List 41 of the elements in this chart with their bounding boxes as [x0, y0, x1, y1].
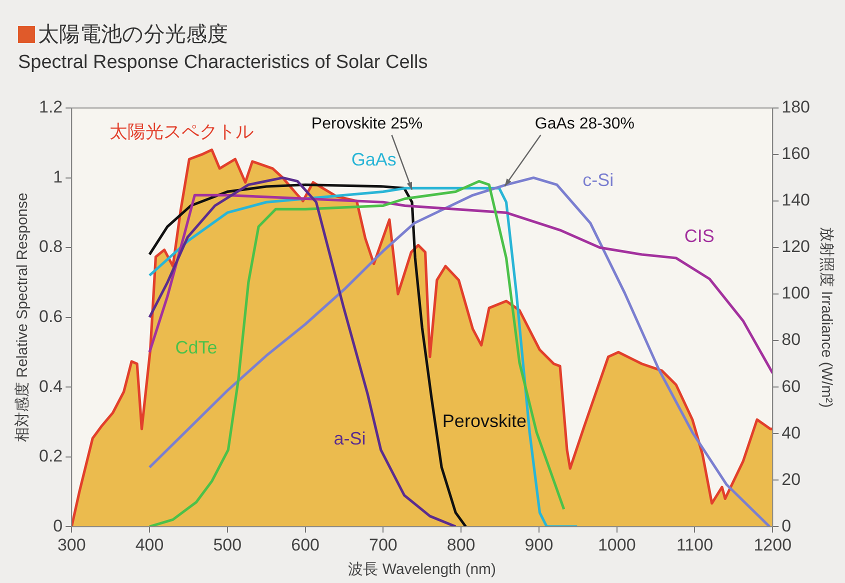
y2-tick-label: 80 [782, 330, 801, 350]
y-tick-label: 0.2 [38, 446, 63, 466]
x-tick-label: 1100 [676, 535, 714, 554]
x-tick-label: 700 [369, 535, 398, 554]
series-label: GaAs [351, 149, 396, 170]
y2-axis-title: 放射照度 Irradiance (W/m²) [818, 226, 835, 408]
x-axis-title: 波長 Wavelength (nm) [348, 561, 496, 578]
series-label: CdTe [175, 338, 218, 358]
annotation: GaAs 28-30% [534, 115, 634, 132]
y-tick-label: 1.2 [38, 98, 63, 117]
x-tick-label: 300 [57, 535, 86, 554]
series-label: a-Si [334, 428, 366, 448]
y-tick-label: 0 [53, 516, 63, 536]
x-tick-label: 500 [213, 535, 242, 554]
chart-title: 太陽電池の分光感度 [38, 21, 228, 48]
y2-tick-label: 60 [782, 376, 801, 396]
y2-tick-label: 120 [782, 237, 810, 256]
y2-tick-label: 100 [782, 284, 810, 303]
y-tick-label: 1 [53, 167, 63, 186]
y-axis-title: 相対感度 Relative Spectral Response [14, 192, 32, 442]
y2-tick-label: 180 [782, 98, 810, 117]
y2-tick-label: 160 [782, 144, 810, 164]
x-tick-label: 900 [524, 535, 554, 554]
x-tick-label: 600 [291, 535, 320, 554]
series-label: CIS [684, 226, 714, 246]
chart-subtitle: Spectral Response Characteristics of Solar Cells [18, 52, 428, 74]
series-label: Perovskite [442, 410, 526, 431]
series-label: 太陽光スペクトル [109, 121, 254, 142]
y2-tick-label: 0 [782, 516, 792, 536]
y-tick-label: 0.6 [38, 306, 63, 326]
x-tick-label: 1200 [754, 535, 792, 554]
annotation: Perovskite 25% [311, 115, 423, 132]
series-label: c-Si [582, 170, 614, 190]
y2-tick-label: 40 [782, 423, 801, 442]
y-tick-label: 0.4 [38, 376, 63, 396]
y-tick-label: 0.8 [38, 237, 63, 256]
x-tick-label: 800 [446, 535, 476, 554]
y2-tick-label: 140 [782, 190, 810, 210]
x-tick-label: 1000 [598, 535, 636, 554]
y2-tick-label: 20 [782, 470, 801, 489]
x-tick-label: 400 [135, 535, 164, 554]
